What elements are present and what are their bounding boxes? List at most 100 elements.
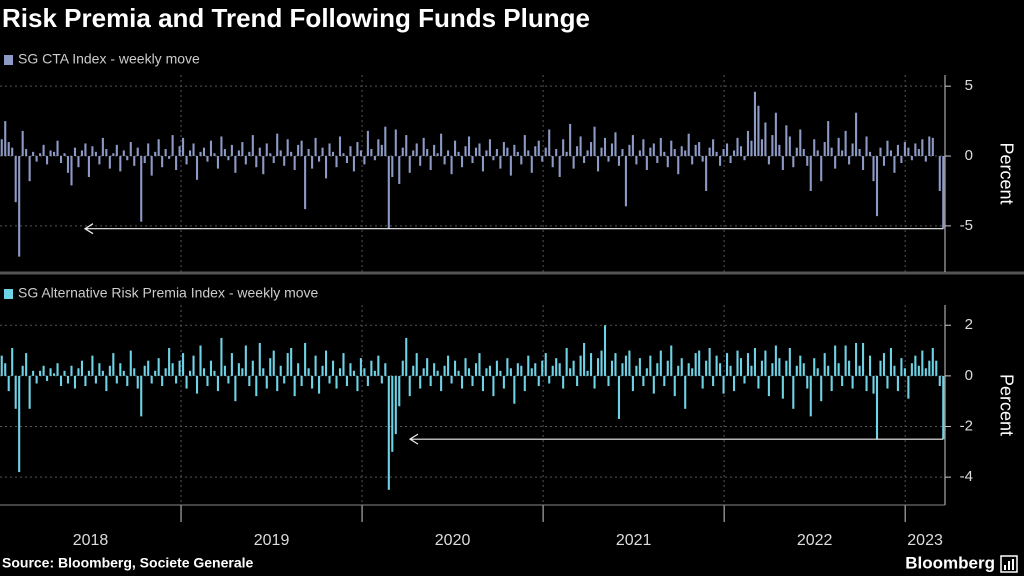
bar [834, 156, 837, 169]
bar [227, 375, 230, 384]
bar [701, 375, 704, 389]
bar [645, 156, 648, 171]
bar [328, 375, 331, 384]
bar [903, 368, 906, 376]
bar [342, 153, 345, 157]
bar [694, 144, 697, 157]
bar [119, 363, 122, 376]
bar [729, 365, 732, 376]
y-tick-label: 5 [965, 77, 973, 94]
bar [764, 122, 767, 157]
logo-bar [1012, 559, 1014, 570]
bar [387, 156, 390, 229]
bar [917, 149, 920, 157]
bar [457, 151, 460, 157]
bar [140, 156, 143, 222]
bar [157, 139, 160, 157]
bar [516, 363, 519, 376]
bar [513, 144, 516, 157]
bar [133, 368, 136, 376]
bar [262, 368, 265, 376]
bar [440, 375, 443, 392]
bar [108, 365, 111, 376]
bar [21, 365, 24, 376]
bar [743, 156, 746, 161]
bar [255, 375, 258, 397]
bar [879, 147, 882, 157]
bar [185, 156, 188, 165]
bar [708, 147, 711, 157]
bar [380, 144, 383, 157]
bar [576, 375, 579, 387]
bar [785, 125, 788, 157]
bar [338, 136, 342, 157]
bar [624, 355, 627, 376]
bar [255, 156, 258, 168]
bar [454, 140, 457, 157]
bar [652, 143, 655, 157]
bar [726, 143, 729, 157]
bar [335, 375, 338, 389]
bar [213, 153, 216, 157]
x-tick-label: 2021 [616, 532, 652, 549]
bar [49, 368, 52, 376]
y-tick-label: 0 [965, 147, 973, 164]
bar [499, 156, 502, 169]
bar [492, 156, 495, 161]
bar [234, 156, 237, 173]
bar [39, 370, 42, 376]
bar [84, 143, 87, 157]
bar [366, 130, 369, 157]
bar [216, 375, 219, 392]
bar [230, 144, 233, 157]
bar [760, 139, 763, 157]
bar [872, 156, 875, 182]
bar [830, 375, 833, 392]
bar [544, 353, 547, 376]
bar [677, 156, 680, 175]
bar [607, 156, 610, 162]
bar [509, 156, 512, 176]
bar [656, 156, 659, 164]
logo-box [1000, 555, 1018, 573]
bar [136, 375, 139, 389]
bar [572, 156, 575, 169]
y-axis-label: Percent [996, 142, 1016, 204]
bar [356, 375, 359, 392]
bar [802, 363, 805, 376]
bar [178, 146, 181, 157]
bar [652, 375, 655, 394]
bar [638, 150, 641, 157]
bar [304, 342, 307, 376]
bar [499, 370, 502, 376]
bar [32, 151, 35, 157]
bar [342, 353, 345, 376]
bar [220, 136, 223, 157]
bar [579, 355, 582, 376]
bar [771, 363, 774, 376]
bar [687, 363, 690, 376]
bar [161, 156, 164, 168]
bar [318, 375, 321, 394]
bar [345, 375, 349, 387]
bar [168, 348, 171, 376]
bar [251, 360, 254, 376]
bar [223, 149, 226, 157]
bar [928, 360, 931, 376]
bar [757, 105, 760, 157]
bar [931, 348, 934, 376]
bar [335, 156, 338, 168]
bar [28, 375, 31, 409]
bar [673, 375, 676, 397]
bar [579, 136, 582, 157]
bar [164, 149, 167, 157]
bar [764, 350, 767, 376]
bar [419, 156, 422, 166]
bar [373, 370, 376, 376]
bar [492, 375, 495, 397]
bar [855, 112, 858, 157]
bar [590, 353, 593, 376]
bar [77, 368, 80, 376]
bar [502, 375, 505, 389]
bar [269, 153, 272, 157]
